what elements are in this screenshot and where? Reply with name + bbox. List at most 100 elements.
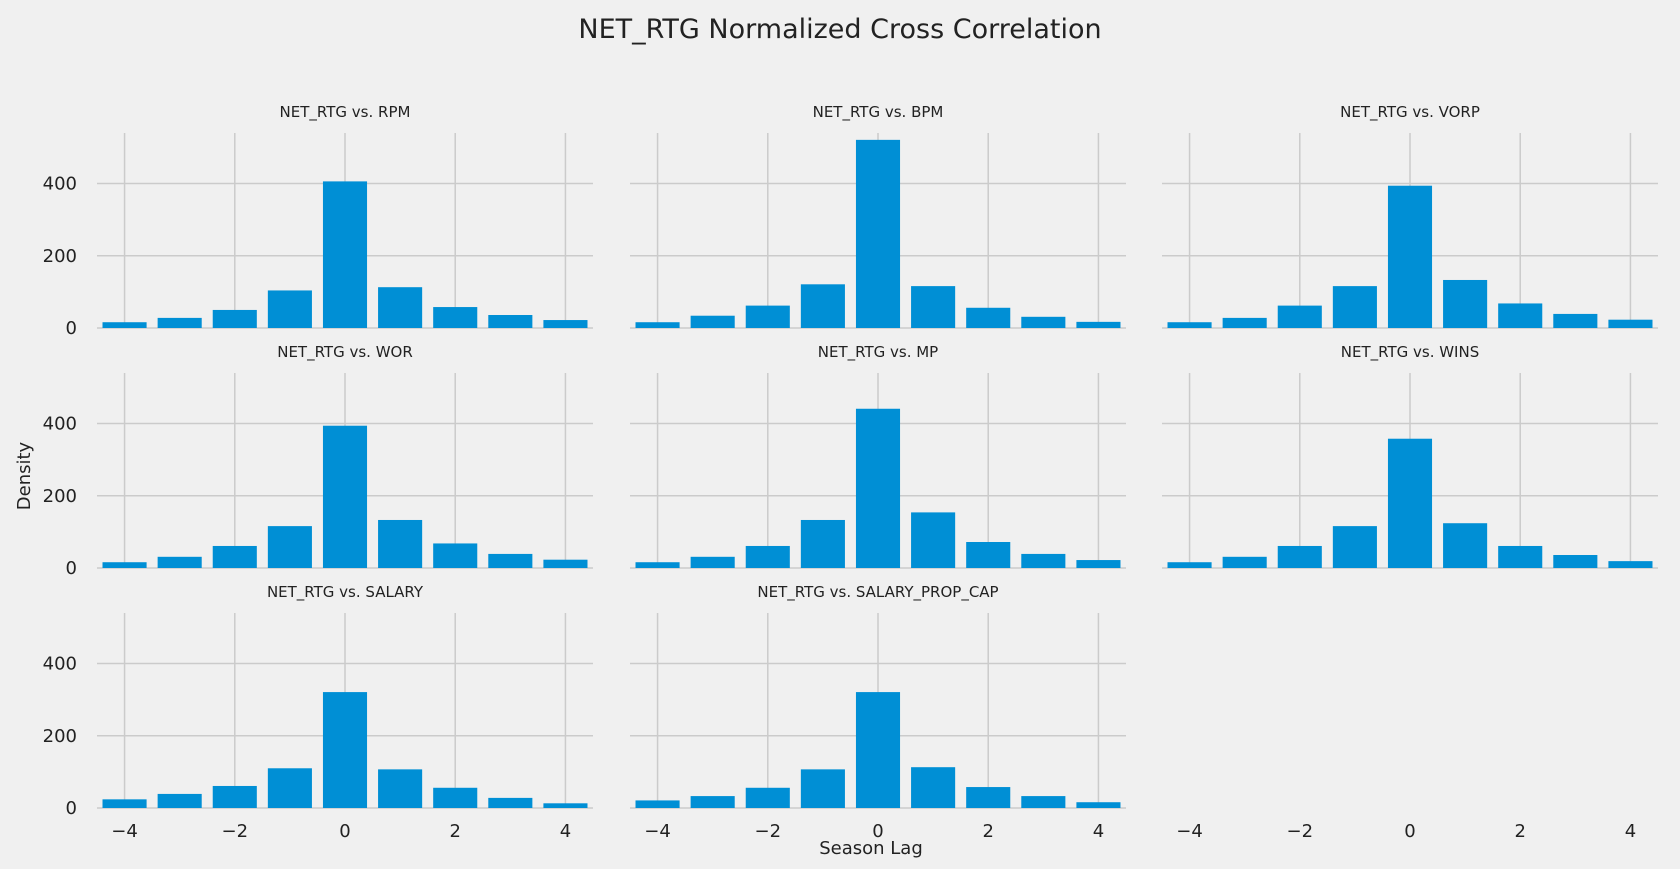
- subplot-5: NET_RTG vs. MP: [630, 343, 1126, 568]
- bar: [856, 692, 900, 808]
- bar: [1168, 322, 1212, 328]
- bar: [433, 307, 477, 328]
- bar: [378, 287, 422, 328]
- bar: [1443, 523, 1487, 568]
- x-tick-label: −4: [1176, 821, 1203, 842]
- x-tick-label: 0: [872, 821, 883, 842]
- bar: [1223, 557, 1267, 568]
- subplot-4: NET_RTG vs. WOR 0 200 400: [43, 343, 593, 579]
- bar: [1553, 314, 1597, 328]
- subplot-title: NET_RTG vs. WINS: [1341, 343, 1479, 362]
- bar: [966, 542, 1010, 568]
- bar: [636, 800, 680, 808]
- bar: [433, 788, 477, 808]
- bar: [488, 798, 532, 808]
- bar: [1498, 546, 1542, 568]
- x-tick-label: 2: [982, 821, 993, 842]
- bar: [1021, 554, 1065, 568]
- bar: [746, 546, 790, 568]
- subplot-6: NET_RTG vs. WINS: [1162, 343, 1658, 568]
- bar: [1498, 303, 1542, 328]
- y-tick-label: 400: [43, 174, 77, 195]
- x-tick-label: 2: [1514, 821, 1525, 842]
- bar: [1608, 561, 1652, 568]
- subplot-title: NET_RTG vs. BPM: [813, 103, 944, 122]
- x-tick-label: 2: [449, 821, 460, 842]
- y-tick-label: 0: [66, 798, 77, 819]
- x-tick-label: −2: [755, 821, 782, 842]
- bar: [158, 557, 202, 568]
- subplot-title: NET_RTG vs. SALARY: [267, 583, 424, 602]
- x-tick-label: 4: [1093, 821, 1104, 842]
- subplot-7: NET_RTG vs. SALARY 0 200 400 −4 −2 0 2 4: [43, 583, 593, 842]
- bar: [691, 557, 735, 568]
- subplot-3: NET_RTG vs. VORP: [1162, 103, 1658, 328]
- bar: [543, 803, 587, 808]
- x-tick-label: 0: [1404, 821, 1415, 842]
- bar: [103, 562, 147, 568]
- bar: [543, 320, 587, 328]
- bar: [1388, 186, 1432, 328]
- bar: [911, 286, 955, 328]
- bar: [213, 546, 257, 568]
- bar: [911, 512, 955, 568]
- bar: [1278, 546, 1322, 568]
- y-tick-label: 400: [43, 654, 77, 675]
- bar: [1553, 555, 1597, 568]
- bar: [856, 409, 900, 568]
- subplot-title: NET_RTG vs. MP: [818, 343, 938, 362]
- bar: [691, 796, 735, 808]
- x-tick-label: 0: [339, 821, 350, 842]
- subplot-title: NET_RTG vs. VORP: [1340, 103, 1480, 122]
- bar: [488, 554, 532, 568]
- bar: [103, 322, 147, 328]
- figure-title: NET_RTG Normalized Cross Correlation: [578, 14, 1101, 45]
- bar: [911, 767, 955, 808]
- y-tick-label: 200: [43, 246, 77, 267]
- bar: [1443, 280, 1487, 328]
- bar: [801, 284, 845, 328]
- bar: [323, 181, 367, 328]
- bar: [1388, 439, 1432, 568]
- bar: [543, 560, 587, 568]
- bar: [378, 520, 422, 568]
- y-tick-label: 200: [43, 486, 77, 507]
- bar: [1333, 526, 1377, 568]
- y-tick-label: 200: [43, 726, 77, 747]
- bar: [856, 140, 900, 328]
- bar: [966, 308, 1010, 328]
- y-axis-label: Density: [14, 441, 35, 510]
- subplot-title: NET_RTG vs. WOR: [277, 343, 413, 362]
- bar: [746, 788, 790, 808]
- bar: [378, 769, 422, 808]
- x-tick-label: −2: [1287, 821, 1314, 842]
- bar: [1168, 562, 1212, 568]
- bar: [636, 322, 680, 328]
- subplot-2: NET_RTG vs. BPM: [630, 103, 1126, 328]
- bar: [801, 769, 845, 808]
- subplot-1: NET_RTG vs. RPM 0 200 400: [43, 103, 593, 339]
- x-tick-label: −2: [222, 821, 249, 842]
- subplot-title: NET_RTG vs. RPM: [280, 103, 411, 122]
- bar: [268, 526, 312, 568]
- bar: [1076, 560, 1120, 568]
- bar: [1021, 796, 1065, 808]
- subplot-9: −4 −2 0 2 4: [1176, 821, 1636, 842]
- bar: [801, 520, 845, 568]
- bar: [213, 310, 257, 328]
- bar: [636, 562, 680, 568]
- subplot-title: NET_RTG vs. SALARY_PROP_CAP: [757, 583, 998, 602]
- subplot-8: NET_RTG vs. SALARY_PROP_CAP −4 −2 0 2 4: [630, 583, 1126, 842]
- bar: [746, 306, 790, 328]
- bar: [1076, 802, 1120, 808]
- x-tick-label: 4: [1625, 821, 1636, 842]
- bar: [1608, 320, 1652, 328]
- bar: [158, 794, 202, 808]
- bar: [213, 786, 257, 808]
- bar: [103, 799, 147, 808]
- bar: [966, 787, 1010, 808]
- bar: [433, 543, 477, 568]
- bar: [323, 426, 367, 568]
